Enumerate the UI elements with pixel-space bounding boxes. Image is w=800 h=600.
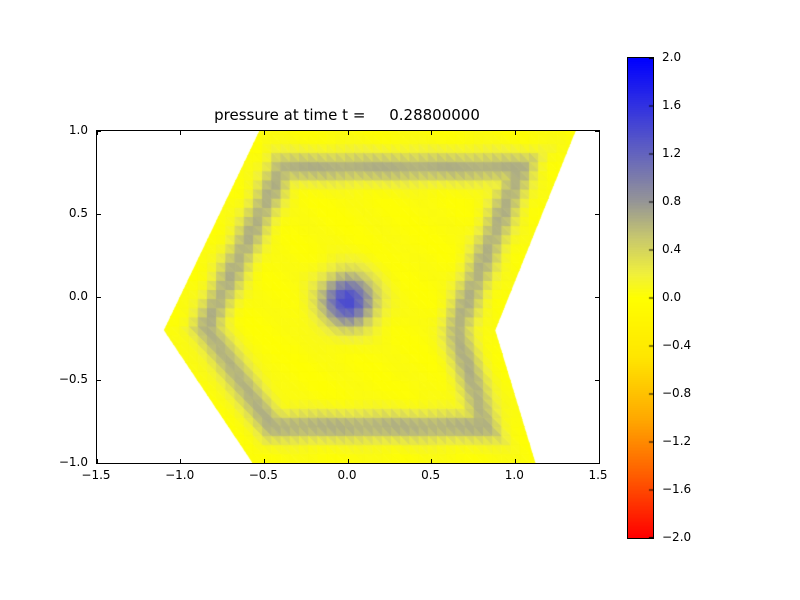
colorbar-tick-label: 0.0: [662, 290, 682, 304]
tick-mark: [97, 213, 101, 215]
tick-mark: [514, 459, 516, 463]
tick-mark: [97, 296, 101, 298]
tick-mark: [514, 131, 516, 135]
tick-mark: [431, 459, 433, 463]
y-tick-label: −1.0: [58, 455, 88, 469]
x-tick-label: 1.5: [588, 468, 608, 482]
colorbar-tick-label: 0.4: [662, 242, 682, 256]
tick-mark: [180, 131, 182, 135]
plot-area: [96, 130, 600, 464]
colorbar-tick-label: −2.0: [662, 530, 692, 544]
tick-mark: [347, 459, 349, 463]
colorbar: [627, 57, 654, 539]
tick-mark: [97, 130, 101, 132]
y-tick-label: 1.0: [68, 123, 88, 137]
x-tick-label: 0.5: [421, 468, 441, 482]
tick-mark: [598, 131, 600, 135]
y-tick-label: −0.5: [58, 372, 88, 386]
tick-mark: [595, 296, 599, 298]
tick-mark: [180, 459, 182, 463]
pressure-field-canvas: [97, 131, 599, 463]
y-tick-label: 0.0: [68, 289, 88, 303]
x-tick-label: 0.0: [337, 468, 357, 482]
x-tick-label: −0.5: [248, 468, 278, 482]
x-tick-label: −1.0: [165, 468, 195, 482]
colorbar-tick-label: −1.2: [662, 434, 692, 448]
tick-mark: [96, 459, 98, 463]
colorbar-tick-label: 0.8: [662, 194, 682, 208]
tick-mark: [595, 462, 599, 464]
tick-mark: [96, 131, 98, 135]
tick-mark: [595, 213, 599, 215]
x-tick-label: 1.0: [504, 468, 524, 482]
colorbar-tick-label: −1.6: [662, 482, 692, 496]
colorbar-tick-label: 2.0: [662, 50, 682, 64]
y-tick-label: 0.5: [68, 206, 88, 220]
tick-mark: [97, 379, 101, 381]
tick-mark: [97, 462, 101, 464]
colorbar-tick-label: 1.6: [662, 98, 682, 112]
tick-mark: [598, 459, 600, 463]
tick-mark: [431, 131, 433, 135]
tick-mark: [263, 131, 265, 135]
x-tick-label: −1.5: [81, 468, 111, 482]
colorbar-tick-label: 1.2: [662, 146, 682, 160]
tick-mark: [595, 379, 599, 381]
tick-mark: [347, 131, 349, 135]
tick-mark: [595, 130, 599, 132]
tick-mark: [263, 459, 265, 463]
colorbar-tick-label: −0.8: [662, 386, 692, 400]
chart-title: pressure at time t = 0.28800000: [214, 106, 480, 124]
colorbar-tick-label: −0.4: [662, 338, 692, 352]
